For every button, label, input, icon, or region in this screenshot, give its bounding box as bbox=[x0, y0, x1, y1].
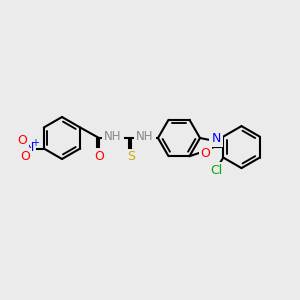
Text: N: N bbox=[25, 141, 34, 154]
Text: S: S bbox=[127, 151, 135, 164]
Text: N: N bbox=[211, 133, 221, 146]
Text: O: O bbox=[17, 134, 27, 147]
Text: NH: NH bbox=[136, 130, 154, 143]
Text: NH: NH bbox=[104, 130, 122, 143]
Text: -: - bbox=[17, 149, 22, 164]
Text: O: O bbox=[94, 149, 104, 163]
Text: O: O bbox=[201, 147, 210, 160]
Text: O: O bbox=[20, 150, 30, 163]
Text: +: + bbox=[31, 137, 39, 148]
Text: Cl: Cl bbox=[210, 164, 222, 177]
